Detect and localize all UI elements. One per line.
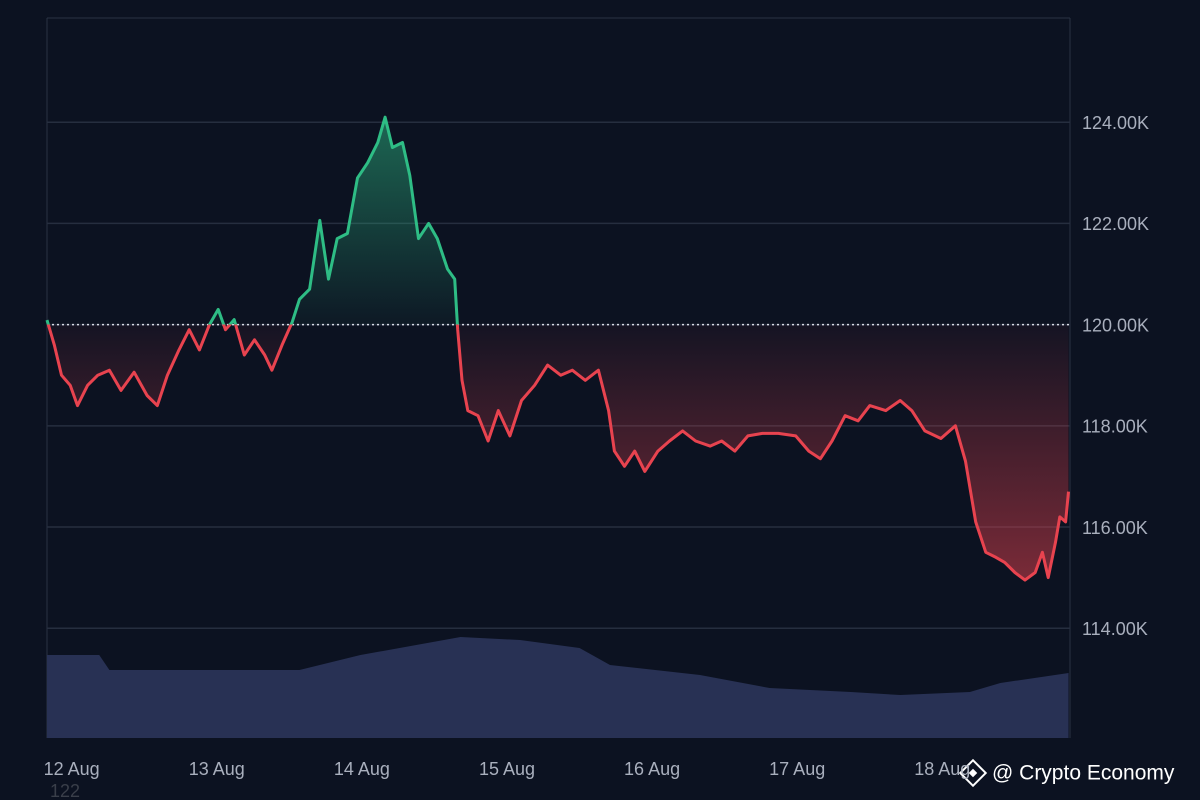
y-tick-label: 116.00K [1082,518,1148,538]
y-tick-label: 114.00K [1082,619,1148,639]
watermark: @ Crypto Economy [992,762,1175,785]
x-tick-label: 12 Aug [44,759,100,779]
price-line [45,115,1070,582]
price-area [47,117,1069,581]
y-tick-label: 122.00K [1082,214,1149,234]
x-tick-label: 17 Aug [769,759,825,779]
x-tick-label: 14 Aug [334,759,390,779]
y-tick-label: 118.00K [1082,417,1148,437]
y-tick-label: 124.00K [1082,113,1149,133]
y-tick-label: 120.00K [1082,315,1149,335]
annotation: 122 [50,781,80,800]
x-tick-label: 16 Aug [624,759,680,779]
x-tick-label: 15 Aug [479,759,535,779]
x-tick-label: 13 Aug [189,759,245,779]
volume-area [47,637,1069,738]
x-tick-label: 18 Aug [914,759,970,779]
